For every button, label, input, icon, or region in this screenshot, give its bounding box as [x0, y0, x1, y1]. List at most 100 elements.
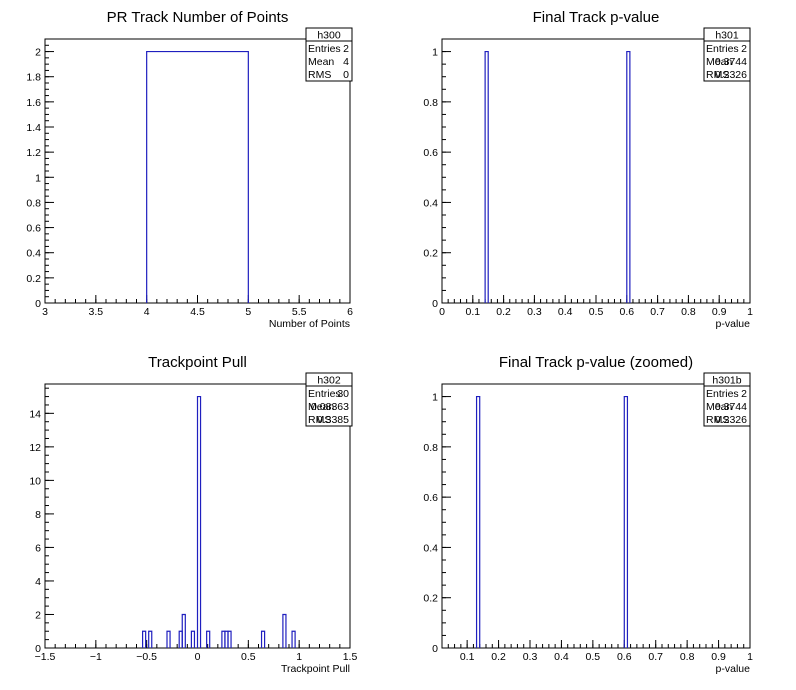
x-tick-label: 4.5 [190, 306, 205, 318]
y-tick-label: 0.2 [423, 248, 438, 260]
stats-value: 0.3385 [317, 414, 349, 426]
x-tick-label: 0.1 [460, 651, 475, 663]
y-tick-label: 2 [35, 47, 41, 59]
stats-name: h300 [317, 30, 341, 42]
y-tick-label: 1.8 [26, 72, 41, 84]
chart-panel-4: Final Track p-value (zoomed) 0.1 0.2 0.3 0.4… [423, 354, 753, 675]
y-tick-label: 0.6 [423, 147, 438, 159]
x-tick-label: 0.9 [712, 306, 727, 318]
stats-value: 2 [741, 43, 747, 55]
stats-value: 0.2326 [715, 414, 747, 426]
stats-name: h301b [712, 375, 741, 387]
histogram-bin [196, 395, 202, 648]
x-tick-label: 0.5 [241, 651, 256, 663]
stats-value: 4 [343, 56, 349, 68]
chart-title: Final Track p-value (zoomed) [499, 354, 693, 371]
y-tick-label: 0.2 [26, 273, 41, 285]
x-tick-label: 6 [347, 306, 353, 318]
x-tick-label: 0.6 [619, 306, 634, 318]
y-tick-label: 0.4 [423, 542, 438, 554]
x-tick-label: 0.5 [589, 306, 604, 318]
stats-label: Mean [308, 56, 334, 68]
x-tick-label: 0.3 [523, 651, 538, 663]
y-tick-label: 10 [29, 475, 41, 487]
stats-label: Entries [308, 388, 341, 400]
x-tick-label: 0 [195, 651, 201, 663]
stats-label: Entries [706, 388, 739, 400]
histogram-bin [227, 630, 232, 648]
stats-label: RMS [308, 69, 331, 81]
stats-label: Entries [308, 43, 341, 55]
stats-label: Entries [706, 43, 739, 55]
y-tick-label: 6 [35, 542, 41, 554]
y-tick-label: 0.8 [423, 97, 438, 109]
histogram-bin [623, 395, 629, 648]
stats-label: Mean [308, 401, 334, 413]
histogram-bin [282, 613, 287, 648]
histogram-bin [146, 50, 249, 303]
stats-value: 30 [337, 388, 349, 400]
stats-label: Mean [706, 401, 732, 413]
x-axis-label: p-value [716, 663, 751, 675]
chart-title: Trackpoint Pull [148, 354, 247, 371]
y-tick-label: 0.8 [423, 442, 438, 454]
histogram-bin [148, 630, 153, 648]
y-tick-label: 0 [432, 298, 438, 310]
x-tick-label: 0.7 [650, 306, 665, 318]
x-tick-label: −1 [90, 651, 102, 663]
y-tick-label: 0 [432, 643, 438, 655]
x-axis-label: Number of Points [269, 318, 350, 330]
histogram-bin [260, 630, 266, 648]
x-tick-label: 0.1 [465, 306, 480, 318]
stats-value: 2 [343, 43, 349, 55]
y-tick-label: 0.6 [423, 492, 438, 504]
stats-name: h301 [715, 30, 739, 42]
histogram-bin [475, 395, 481, 648]
x-tick-label: 0.2 [491, 651, 506, 663]
histogram-bin [181, 613, 186, 648]
y-tick-label: 0.6 [26, 223, 41, 235]
y-tick-label: 0 [35, 643, 41, 655]
x-tick-label: 0.4 [558, 306, 573, 318]
x-tick-label: 5 [245, 306, 251, 318]
y-tick-label: 8 [35, 509, 41, 521]
plot-frame [44, 38, 351, 304]
stats-box-frame [305, 372, 353, 427]
stats-value: 2 [741, 388, 747, 400]
x-tick-label: 3.5 [89, 306, 104, 318]
stats-value: 0.08363 [311, 401, 349, 413]
x-tick-label: 1.5 [343, 651, 358, 663]
y-tick-label: 0.4 [423, 197, 438, 209]
y-tick-label: 1 [35, 172, 41, 184]
plot-frame [441, 383, 751, 649]
stats-box-frame [703, 27, 751, 82]
x-tick-label: 1 [296, 651, 302, 663]
histogram-bin [190, 630, 196, 648]
y-tick-label: 1 [432, 47, 438, 59]
y-tick-label: 1.6 [26, 97, 41, 109]
x-tick-label: 0.8 [681, 306, 696, 318]
x-tick-label: 5.5 [292, 306, 307, 318]
stats-value: 0 [343, 69, 349, 81]
histogram-bin [206, 630, 211, 648]
x-tick-label: 0 [439, 306, 445, 318]
y-tick-label: 12 [29, 442, 41, 454]
x-tick-label: 0.7 [648, 651, 663, 663]
x-tick-label: 1 [747, 306, 753, 318]
stats-box-frame [703, 372, 751, 427]
x-axis-label: Trackpoint Pull [281, 663, 350, 675]
stats-label: RMS [308, 414, 331, 426]
x-axis-label: p-value [716, 318, 751, 330]
x-tick-label: 1 [747, 651, 753, 663]
stats-label: RMS [706, 69, 729, 81]
x-tick-label: 3 [42, 306, 48, 318]
histogram-bin [142, 630, 147, 648]
y-tick-label: 1.2 [26, 147, 41, 159]
stats-value: 0.3744 [715, 56, 747, 68]
chart-title: Final Track p-value [533, 9, 660, 26]
y-tick-label: 2 [35, 609, 41, 621]
